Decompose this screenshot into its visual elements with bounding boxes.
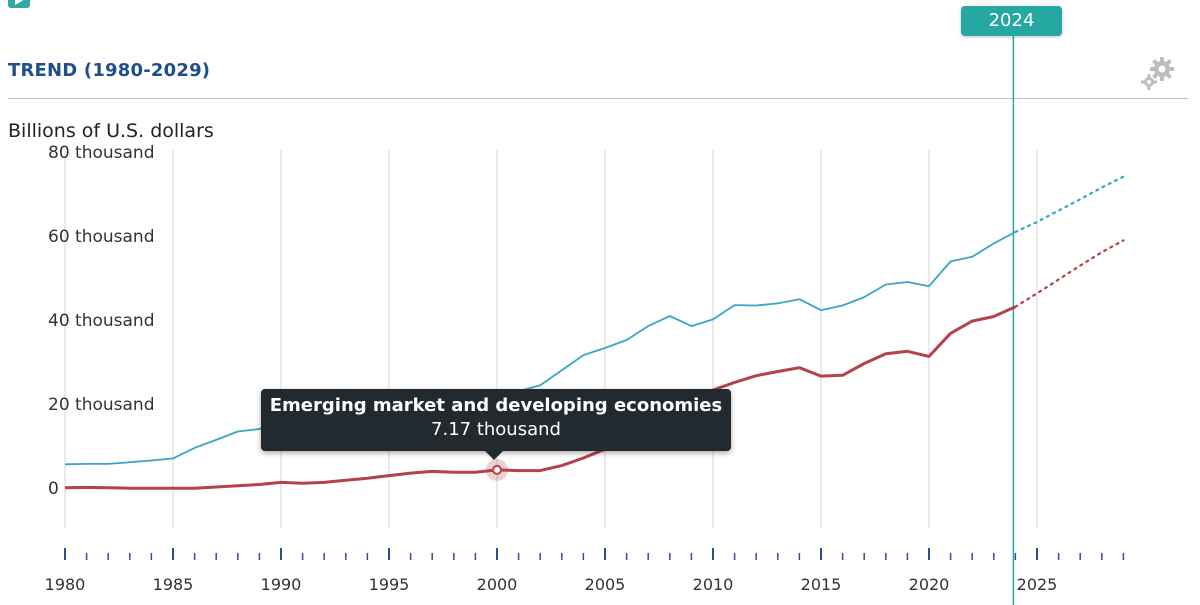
play-button[interactable] bbox=[8, 0, 30, 8]
chart-markers bbox=[486, 458, 508, 481]
tooltip-pointer bbox=[485, 451, 503, 460]
series-line bbox=[64, 305, 1017, 490]
y-tick-label: 40 thousand bbox=[48, 311, 155, 331]
y-axis-labels: 0 20 thousand 40 thousand 60 thousand 80 tho… bbox=[48, 143, 155, 499]
x-tick-label: 2010 bbox=[693, 575, 734, 594]
x-tick-label: 2020 bbox=[909, 575, 950, 594]
section-title: TREND (1980-2029) bbox=[8, 60, 211, 81]
highlight-point bbox=[492, 464, 502, 475]
chart-gridlines bbox=[64, 36, 1038, 605]
x-axis: 1980 1985 1990 1995 2000 2005 2010 2015 2020 2025 bbox=[45, 548, 1125, 594]
x-tick-label: 1985 bbox=[153, 575, 194, 594]
series-projection-line bbox=[1014, 239, 1125, 308]
gear-icon bbox=[1141, 57, 1174, 90]
x-tick-label: 2025 bbox=[1017, 575, 1058, 594]
x-tick-label: 2015 bbox=[801, 575, 842, 594]
x-tick-label: 2005 bbox=[585, 575, 626, 594]
y-tick-label: 80 thousand bbox=[48, 143, 155, 163]
x-tick-label: 1995 bbox=[369, 575, 410, 594]
y-tick-label: 20 thousand bbox=[48, 395, 155, 415]
x-tick-label: 1980 bbox=[45, 575, 86, 594]
selected-year-flag[interactable]: 2024 bbox=[961, 6, 1062, 36]
series-line bbox=[64, 231, 1016, 466]
settings-button[interactable] bbox=[1138, 54, 1178, 94]
series-projection-line bbox=[1014, 175, 1125, 234]
tooltip-value: 7.17 thousand bbox=[431, 419, 561, 440]
chart-series bbox=[64, 175, 1125, 490]
x-tick-label: 1990 bbox=[261, 575, 302, 594]
y-tick-label: 60 thousand bbox=[48, 227, 155, 247]
unit-label: Billions of U.S. dollars bbox=[8, 120, 214, 142]
data-tooltip: Emerging market and developing economies… bbox=[261, 389, 731, 460]
y-tick-label: 0 bbox=[48, 479, 59, 499]
section-divider bbox=[8, 98, 1188, 99]
x-tick-label: 2000 bbox=[477, 575, 518, 594]
play-icon bbox=[15, 0, 23, 5]
tooltip-series-name: Emerging market and developing economies bbox=[269, 395, 723, 416]
